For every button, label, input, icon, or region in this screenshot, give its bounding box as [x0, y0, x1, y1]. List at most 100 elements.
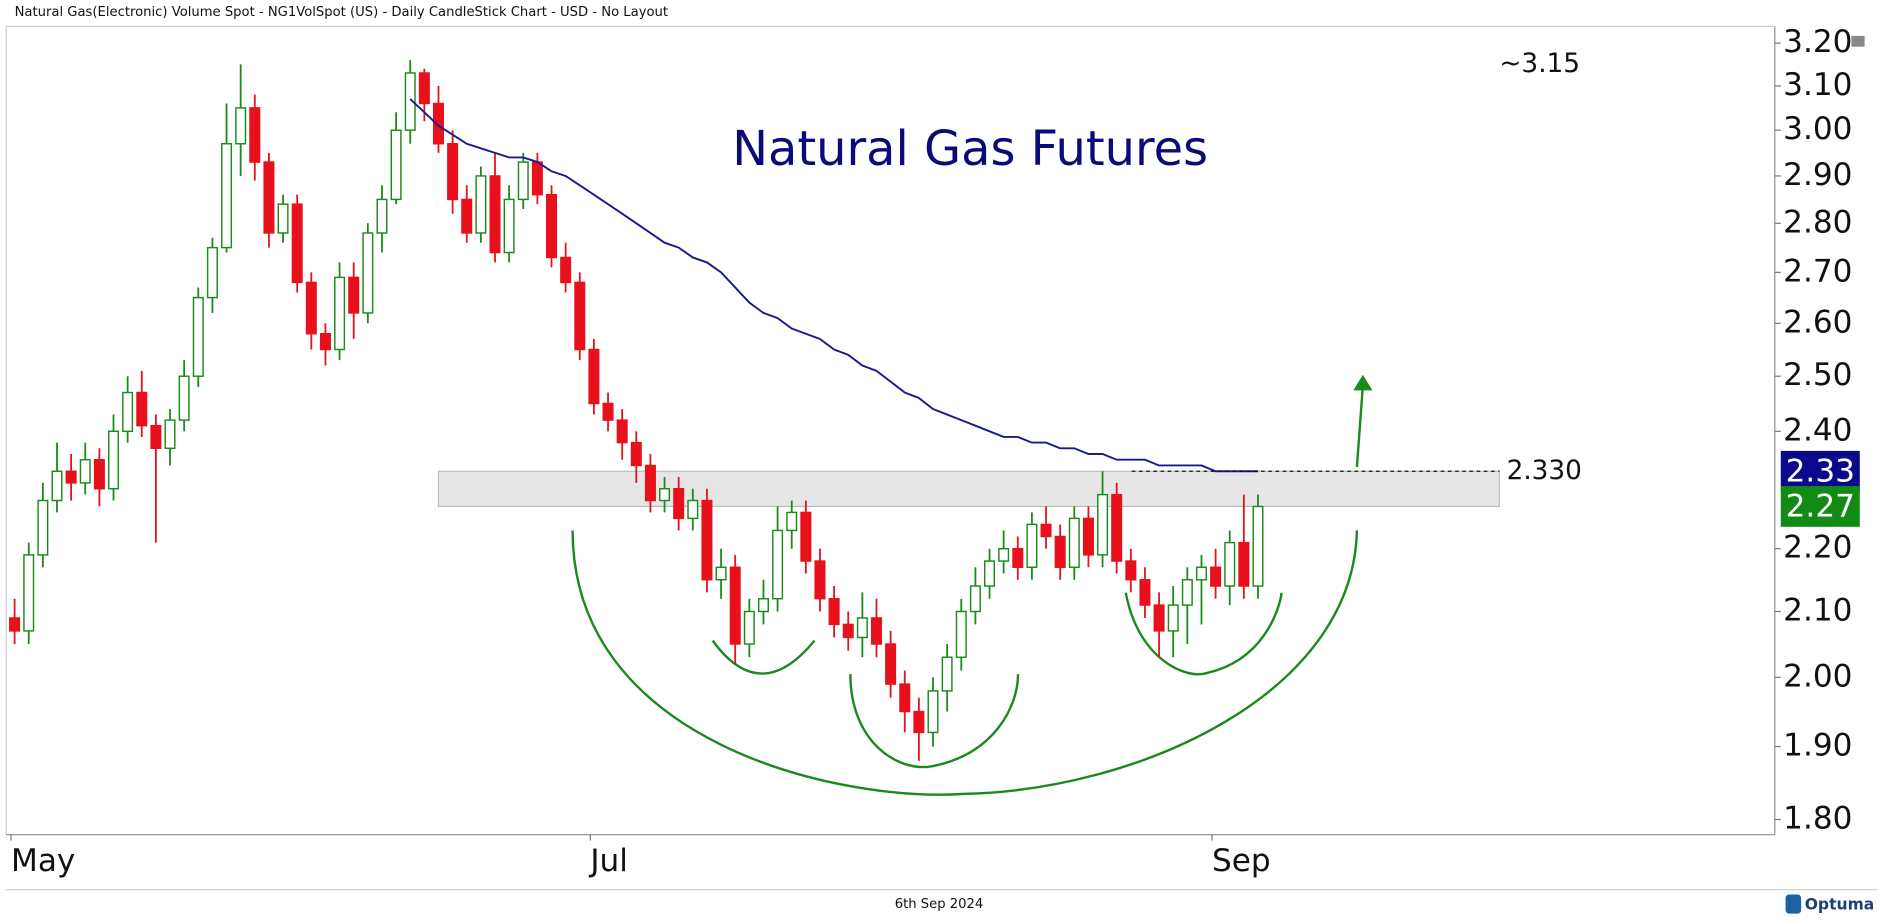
- brand-icon: [1785, 894, 1802, 914]
- price-tag: [1780, 486, 1860, 527]
- candle-body: [249, 107, 261, 163]
- candle-body: [1125, 560, 1137, 581]
- candle-body: [546, 193, 558, 259]
- candle-body: [1224, 541, 1236, 587]
- candle-body: [1068, 517, 1080, 568]
- candle-body: [1195, 566, 1207, 581]
- candle-body: [376, 198, 388, 234]
- lock-icon: [1851, 35, 1865, 47]
- candle-body: [1012, 548, 1024, 568]
- candle-body: [984, 560, 996, 587]
- candle-body: [404, 72, 416, 131]
- price-tag-label: 2.27: [1786, 489, 1855, 525]
- candle-body: [1097, 493, 1109, 556]
- y-tick-label: 2.10: [1783, 592, 1852, 628]
- candle-body: [969, 585, 981, 613]
- y-tick-label: 3.00: [1783, 111, 1852, 147]
- candle-body: [574, 281, 586, 351]
- candle-body: [701, 499, 713, 581]
- candle-body: [9, 617, 21, 632]
- candle-body: [1181, 579, 1193, 606]
- y-tick-label: 1.90: [1783, 728, 1852, 764]
- y-tick-label: 3.10: [1783, 67, 1852, 103]
- candle-body: [1210, 566, 1222, 587]
- candle-body: [65, 470, 77, 484]
- candle-body: [503, 198, 515, 254]
- candle-body: [475, 175, 487, 234]
- resistance-zone: [437, 470, 1500, 508]
- candle-body: [1238, 541, 1250, 587]
- y-tick-label: 2.60: [1783, 304, 1852, 340]
- cup-arc: [571, 530, 1359, 796]
- y-tick-label: 3.20: [1783, 24, 1852, 60]
- candle-body: [1082, 517, 1094, 556]
- candle-body: [305, 281, 317, 335]
- level-label: 2.330: [1507, 456, 1582, 486]
- candle-body: [856, 617, 868, 639]
- candle-body: [870, 617, 883, 645]
- candle-body: [221, 143, 233, 249]
- candle-body: [51, 470, 63, 502]
- candle-body: [941, 656, 953, 692]
- x-tick-label: Sep: [1212, 843, 1271, 879]
- candle-body: [955, 610, 967, 658]
- chart-title: Natural Gas Futures: [732, 122, 1208, 177]
- candle-body: [842, 623, 854, 639]
- candle-body: [715, 566, 727, 581]
- candle-body: [814, 560, 826, 600]
- candle-body: [772, 529, 784, 600]
- x-tick-label: May: [11, 843, 75, 879]
- candle-body: [390, 129, 402, 201]
- candle-body: [927, 690, 939, 734]
- candle-body: [319, 332, 331, 351]
- arrow-head: [1353, 374, 1373, 391]
- candle-body: [885, 643, 897, 685]
- candle-body: [206, 246, 218, 299]
- candle-body: [828, 597, 840, 626]
- candle-body: [348, 276, 360, 314]
- candle-body: [178, 375, 190, 421]
- candle-body: [192, 296, 204, 377]
- head-arc: [849, 674, 1020, 769]
- candle-body: [602, 402, 614, 421]
- y-tick-label: 2.80: [1783, 204, 1852, 240]
- candle-body: [108, 430, 120, 490]
- candle-body: [673, 488, 685, 520]
- candle-body: [334, 276, 346, 351]
- candle-body: [263, 161, 275, 234]
- candle-body: [79, 459, 91, 484]
- candle-body: [432, 102, 444, 145]
- header: Natural Gas(Electronic) Volume Spot - NG…: [15, 5, 668, 20]
- candle-body: [291, 203, 303, 284]
- y-tick-label: 2.00: [1783, 658, 1852, 694]
- candle-body: [757, 597, 769, 613]
- candle-body: [531, 161, 543, 196]
- candle-body: [93, 459, 105, 490]
- breakout-arrow: [1355, 385, 1365, 468]
- candle-body: [560, 256, 572, 284]
- candle-body: [136, 391, 148, 427]
- candle-body: [743, 610, 755, 645]
- footer-date: 6th Sep 2024: [895, 897, 984, 912]
- y-tick-label: 2.40: [1783, 412, 1852, 448]
- price-tag: [1780, 450, 1860, 492]
- candle-body: [899, 683, 911, 713]
- candle-body: [23, 554, 35, 632]
- candle-body: [1252, 505, 1264, 587]
- left-shoulder-arc: [711, 639, 816, 675]
- candle-body: [1054, 535, 1066, 568]
- pattern-arcs: [571, 385, 1365, 796]
- y-tick-label: 2.90: [1783, 157, 1852, 193]
- price-tag-label: 2.33: [1786, 453, 1855, 489]
- candle-body: [1026, 523, 1038, 568]
- candle-body: [489, 175, 501, 254]
- x-tick-label: Jul: [588, 843, 628, 879]
- moving-average-line: [409, 98, 1258, 473]
- candle-body: [687, 499, 699, 520]
- candle-body: [447, 143, 459, 201]
- candle-body: [235, 107, 247, 145]
- brand: Optuma: [1805, 896, 1875, 914]
- y-tick-label: 1.80: [1783, 801, 1852, 837]
- candle-body: [122, 391, 134, 433]
